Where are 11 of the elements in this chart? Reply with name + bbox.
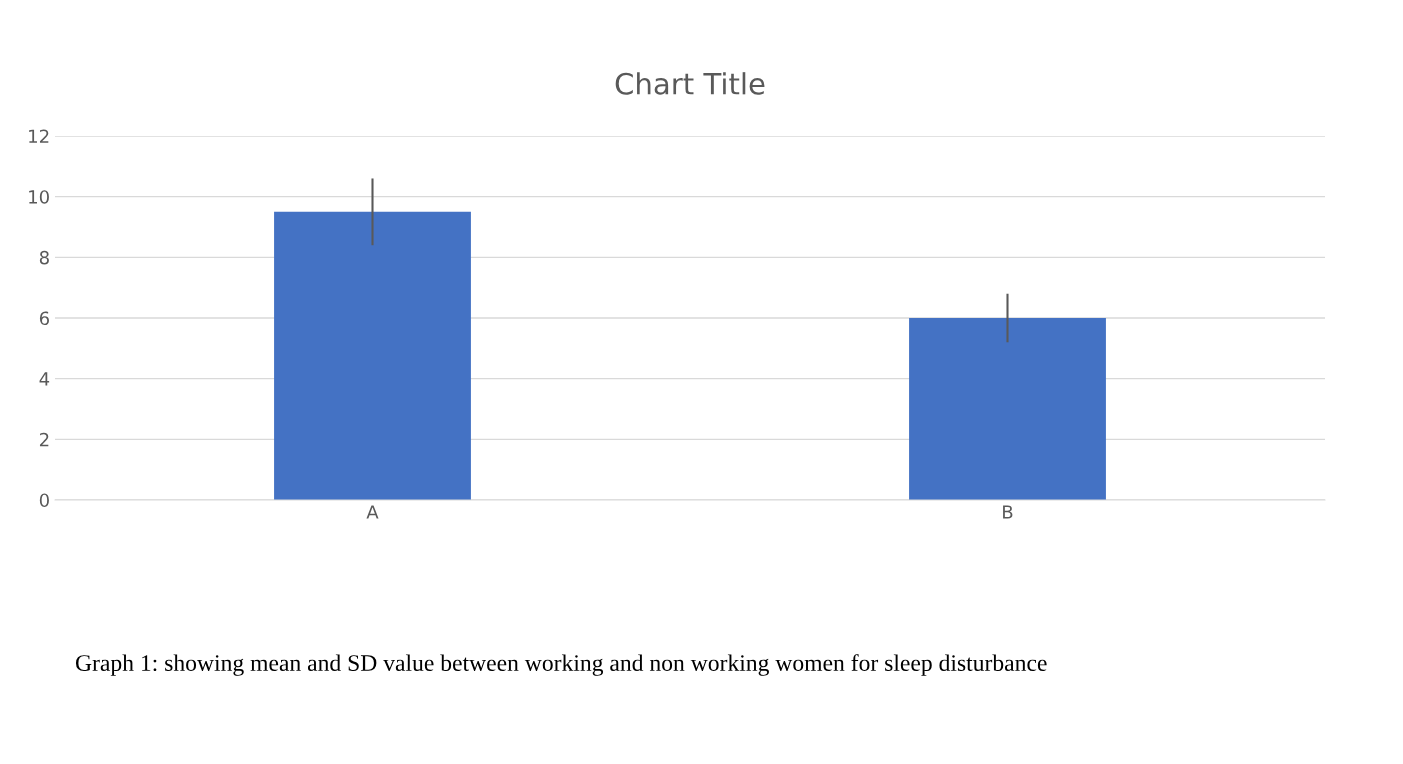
y-tick-label: 6 xyxy=(39,311,49,326)
y-tick-label: 4 xyxy=(39,372,50,386)
x-tick-label: A xyxy=(366,505,379,519)
y-tick-label: 2 xyxy=(39,432,49,447)
y-tick-label: 0 xyxy=(39,493,49,508)
y-tick-label: 8 xyxy=(39,250,49,265)
x-tick-label: B xyxy=(1003,505,1013,519)
chart-title: Chart Title xyxy=(615,72,765,95)
y-tick-label: 10 xyxy=(29,190,49,204)
y-tick-label: 12 xyxy=(29,129,49,143)
caption: Graph 1: showing mean and SD value between working and non working women for sleep disturbance xyxy=(75,654,1047,676)
